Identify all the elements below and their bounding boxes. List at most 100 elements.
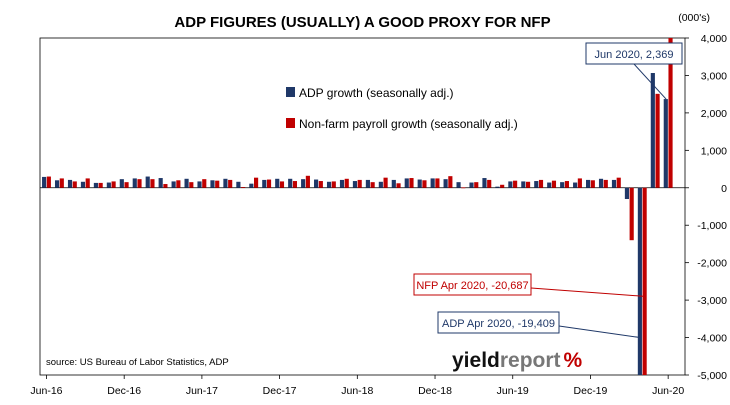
bar xyxy=(176,180,181,188)
bar xyxy=(616,177,621,188)
bar xyxy=(624,187,630,200)
bar xyxy=(629,187,634,241)
bar xyxy=(448,176,453,188)
bar xyxy=(655,93,660,188)
bar xyxy=(158,178,163,188)
bar xyxy=(163,184,168,188)
bar xyxy=(318,181,323,188)
bar xyxy=(314,179,319,188)
bar xyxy=(560,182,565,188)
bar xyxy=(305,175,310,188)
bar xyxy=(292,181,298,188)
x-tick-label: Dec-17 xyxy=(263,385,297,397)
bar xyxy=(80,181,86,188)
bar xyxy=(215,180,220,188)
y-tick-label: -1,000 xyxy=(697,220,727,232)
bar xyxy=(254,177,259,188)
bar xyxy=(202,179,207,188)
annotation-leader xyxy=(558,325,641,339)
bar xyxy=(637,187,642,375)
annotation-text: Jun 2020, 2,369 xyxy=(595,49,674,61)
bar xyxy=(197,181,202,188)
bar xyxy=(461,187,466,189)
bar xyxy=(171,181,176,188)
bar xyxy=(642,187,647,375)
legend-label: Non-farm payroll growth (seasonally adj.… xyxy=(299,117,518,131)
bar xyxy=(378,181,383,188)
bar xyxy=(42,176,47,188)
x-tick-label: Jun-19 xyxy=(497,385,529,397)
legend-swatch xyxy=(286,87,295,97)
x-tick-label: Dec-18 xyxy=(418,385,452,397)
bar xyxy=(469,182,474,188)
bar xyxy=(534,181,539,188)
bar xyxy=(59,178,64,188)
annotation: NFP Apr 2020, -20,687 xyxy=(413,273,645,297)
bar xyxy=(482,178,487,188)
bar xyxy=(435,178,440,188)
bar xyxy=(611,179,617,188)
bar xyxy=(603,179,608,188)
bar xyxy=(409,178,414,188)
bar xyxy=(370,182,375,188)
logo-text: yieldreport% xyxy=(452,349,583,372)
bar xyxy=(184,178,189,188)
y-axis-label: (000's) xyxy=(678,12,710,24)
x-tick-label: Jun-18 xyxy=(341,385,373,397)
chart-title: ADP FIGURES (USUALLY) A GOOD PROXY FOR N… xyxy=(174,14,550,31)
bar xyxy=(189,182,194,188)
bar xyxy=(288,178,293,188)
legend-label: ADP growth (seasonally adj.) xyxy=(299,86,454,100)
bar xyxy=(46,176,51,188)
bar xyxy=(663,99,668,188)
bar xyxy=(650,73,655,188)
logo-text-yield: yield xyxy=(452,349,500,372)
bar xyxy=(513,180,518,188)
bar xyxy=(119,179,124,188)
legend-swatch xyxy=(286,118,295,128)
bar xyxy=(590,180,595,188)
bar xyxy=(500,184,505,188)
bar xyxy=(598,178,604,188)
bar xyxy=(417,179,422,188)
bar xyxy=(456,182,461,188)
bar xyxy=(357,179,362,188)
bar xyxy=(223,178,228,188)
bar xyxy=(301,179,306,188)
y-tick-label: -2,000 xyxy=(697,258,727,270)
bar xyxy=(404,178,409,188)
annotation-text: ADP Apr 2020, -19,409 xyxy=(442,318,555,330)
bar xyxy=(495,186,500,188)
bar xyxy=(85,178,90,188)
bar xyxy=(383,177,388,188)
bar xyxy=(521,181,526,188)
bar xyxy=(54,180,60,188)
bar xyxy=(228,179,233,188)
logo-percent-icon: % xyxy=(564,349,583,372)
y-tick-label: 1,000 xyxy=(701,145,727,157)
bar xyxy=(236,181,241,188)
bar xyxy=(474,182,479,188)
x-axis: Jun-16 Dec-16 Jun-17 Dec-17 Jun-18 Dec-18 Jun-… xyxy=(30,375,684,397)
yieldreport-logo: yieldreport% xyxy=(452,349,583,372)
y-tick-label: -5,000 xyxy=(697,370,727,382)
bar xyxy=(538,179,544,188)
plot-frame xyxy=(39,37,686,376)
series-nfp xyxy=(46,38,673,375)
bar xyxy=(124,182,129,188)
annotation: Jun 2020, 2,369 xyxy=(585,42,683,100)
bar xyxy=(352,181,358,188)
bar xyxy=(668,38,673,188)
annotation: ADP Apr 2020, -19,409 xyxy=(437,311,641,339)
bar xyxy=(279,181,285,188)
bar xyxy=(487,179,492,188)
series-adp xyxy=(42,73,668,375)
bar xyxy=(396,183,401,188)
y-tick-label: 3,000 xyxy=(701,70,727,82)
bar xyxy=(547,182,552,188)
logo-text-report: report xyxy=(500,349,561,372)
bar xyxy=(391,179,396,188)
x-tick-label: Dec-19 xyxy=(574,385,608,397)
bar xyxy=(241,187,246,188)
bar xyxy=(430,178,435,188)
